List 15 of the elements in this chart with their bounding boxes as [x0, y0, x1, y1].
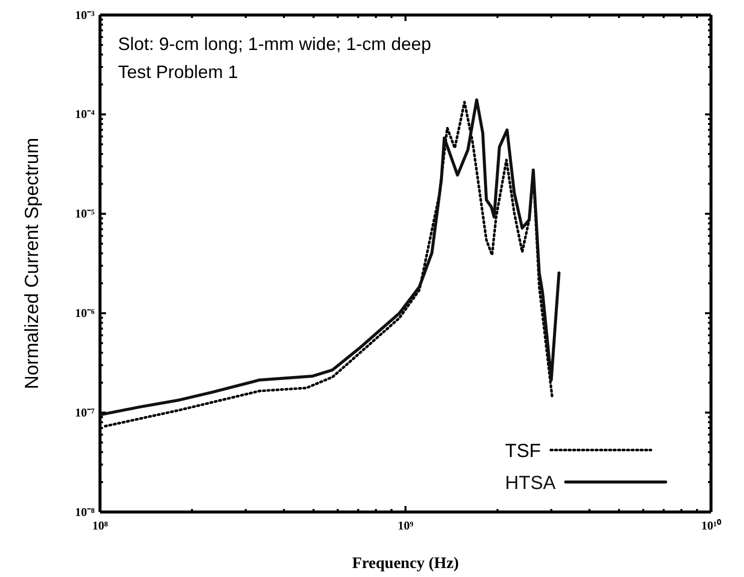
y-tick-label: 10⁻⁶ — [74, 306, 95, 320]
x-axis-title: Frequency (Hz) — [352, 555, 459, 572]
y-tick-label: 10⁻⁷ — [74, 405, 95, 420]
text: TSF — [505, 441, 541, 462]
y-tick-label: 10⁻⁸ — [74, 504, 95, 519]
y-tick-label: 10⁻⁴ — [74, 107, 95, 122]
y-tick-label: 10⁻³ — [74, 8, 95, 22]
text: HTSA — [505, 473, 556, 494]
x-tick-label: 10⁹ — [398, 518, 414, 532]
x-tick-label: 10⁸ — [92, 518, 108, 532]
x-tick-label: 10¹⁰ — [701, 518, 722, 532]
y-axis-title: Normalized Current Spectrum — [22, 138, 43, 390]
y-tick-label: 10⁻⁵ — [74, 206, 95, 221]
annotation: Slot: 9-cm long; 1-mm wide; 1-cm deep — [118, 34, 432, 54]
annotation: Test Problem 1 — [118, 62, 238, 82]
